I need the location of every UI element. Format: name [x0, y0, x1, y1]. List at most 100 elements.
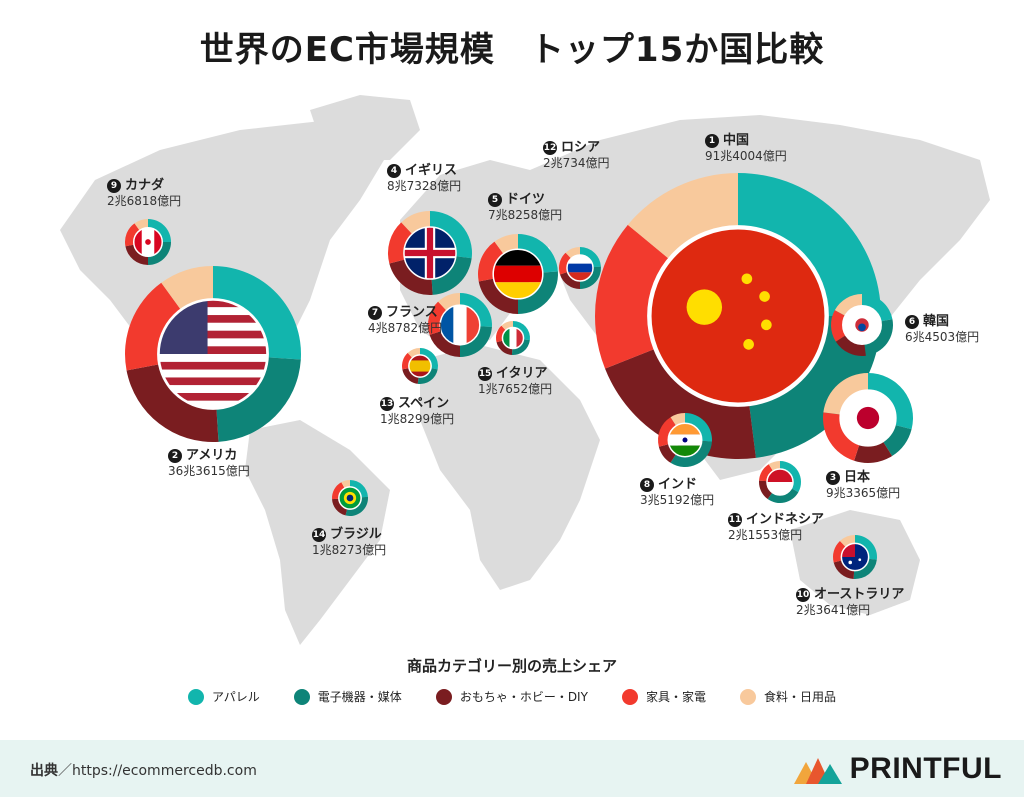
- donut-slice-3-food: [823, 373, 868, 415]
- country-name: 5 ドイツ: [488, 192, 562, 208]
- flag-ring: [647, 225, 829, 407]
- legend-title: 商品カテゴリー別の売上シェア: [406, 657, 617, 675]
- flag-ring: [667, 422, 703, 458]
- donut-slice-10-electronics: [853, 558, 877, 579]
- rank-badge: 9: [107, 179, 121, 194]
- donut-slice-1-apparel: [738, 173, 881, 316]
- donut-slice-7-food: [438, 293, 460, 311]
- donut-slice-7-toys: [429, 331, 460, 357]
- donut-slice-6-electronics: [864, 319, 893, 356]
- donut-slice-8-furniture: [658, 417, 677, 447]
- donut-slice-15-electronics: [511, 339, 530, 356]
- donut-slice-15-food: [501, 321, 513, 331]
- country-name: 1 中国: [705, 133, 787, 149]
- footer: 出典／https://ecommercedb.com PRINTFUL: [0, 740, 1024, 797]
- country-label-2: 2 アメリカ 36兆3615億円: [168, 448, 250, 479]
- flag-ring: [439, 304, 481, 346]
- legend-item-furniture: 家具・家電: [621, 688, 706, 705]
- rank-badge: 13: [380, 397, 394, 412]
- rank-badge: 15: [478, 367, 492, 382]
- donut-4: [388, 211, 472, 295]
- donut-slice-11-electronics: [767, 488, 799, 503]
- source-url[interactable]: https://ecommercedb.com: [72, 763, 257, 779]
- donut-slice-4-furniture: [388, 222, 413, 264]
- donut-11: [759, 461, 801, 503]
- donut-slice-12-apparel: [580, 247, 601, 268]
- donut-slice-13-furniture: [401, 352, 413, 370]
- country-label-4: 4 イギリス 8兆7328億円: [387, 163, 461, 194]
- donut-slice-2-furniture: [125, 282, 181, 371]
- market-size-value: 6兆4503億円: [905, 330, 980, 345]
- country-name: 3 日本: [826, 470, 900, 486]
- donut-slice-10-apparel: [855, 535, 878, 560]
- donut-slice-8-toys: [658, 444, 677, 463]
- country-donuts: [125, 173, 913, 579]
- country-label-3: 3 日本 9兆3365億円: [826, 470, 900, 501]
- flag-ring: [132, 226, 164, 258]
- brand-name: PRINTFUL: [849, 752, 1002, 785]
- donut-slice-7-furniture: [427, 301, 447, 335]
- donut-slice-10-food: [839, 534, 855, 548]
- donut-slice-13-toys: [402, 368, 419, 384]
- country-name-text: 韓国: [923, 314, 950, 329]
- donut-slice-12-electronics: [580, 266, 601, 289]
- flag-icon-15: [502, 327, 524, 349]
- country-label-12: 12 ロシア 2兆734億円: [543, 140, 610, 171]
- donut-slice-2-toys: [126, 364, 219, 442]
- legend-swatch-food: [739, 688, 756, 705]
- flag-icon-10: [841, 543, 869, 571]
- legend-item-toys: おもちゃ・ホビー・DIY: [435, 688, 588, 705]
- country-label-6: 6 韓国 6兆4503億円: [905, 314, 979, 345]
- donut-slice-5-food: [494, 234, 518, 254]
- donut-slice-4-electronics: [431, 256, 472, 295]
- donut-slice-2-food: [161, 266, 213, 310]
- donut-slice-4-food: [401, 211, 430, 235]
- flag-icon-5: [493, 249, 543, 299]
- legend-label-apparel: アパレル: [212, 690, 260, 704]
- rank-badge: 14: [312, 528, 326, 543]
- donut-slice-6-furniture: [830, 310, 846, 342]
- country-name: 2 アメリカ: [168, 448, 250, 464]
- country-name-text: 中国: [723, 133, 750, 148]
- flag-icon-3: [840, 390, 896, 446]
- donut-7: [427, 293, 492, 357]
- page-title: 世界のEC市場規模 トップ15か国比較: [199, 30, 825, 70]
- legend-item-electronics: 電子機器・媒体: [293, 688, 402, 705]
- country-name: 8 インド: [640, 477, 714, 493]
- country-name-text: 日本: [844, 470, 871, 485]
- donut-slice-9-furniture: [125, 223, 140, 247]
- country-name: 7 フランス: [368, 305, 442, 321]
- africa-landmass: [420, 345, 600, 590]
- donut-slice-7-electronics: [460, 326, 492, 357]
- donut-1: [594, 173, 881, 459]
- market-size-value: 2兆734億円: [543, 156, 610, 171]
- country-label-9: 9 カナダ 2兆6818億円: [107, 178, 181, 209]
- flag-icon-1: [649, 227, 827, 405]
- donut-slice-5-toys: [478, 278, 518, 314]
- country-label-8: 8 インド 3兆5192億円: [640, 477, 714, 508]
- country-name-text: スペイン: [398, 396, 450, 411]
- donut-slice-8-electronics: [670, 441, 712, 468]
- donut-slice-5-electronics: [518, 271, 558, 314]
- flag-ring: [492, 248, 544, 300]
- rank-badge: 2: [168, 449, 182, 464]
- country-name-text: オーストラリア: [814, 587, 905, 602]
- donut-slice-12-food: [565, 247, 580, 259]
- country-name: 6 韓国: [905, 314, 979, 330]
- country-name-text: ロシア: [561, 140, 601, 155]
- donut-slice-14-food: [341, 480, 350, 489]
- flag-ring: [338, 486, 362, 510]
- donut-slice-10-furniture: [833, 540, 846, 563]
- country-name-text: フランス: [386, 305, 438, 320]
- country-name-text: カナダ: [125, 178, 165, 193]
- flag-ring: [501, 326, 525, 350]
- donut-slice-8-food: [670, 412, 685, 426]
- printful-logo: PRINTFUL: [793, 752, 1002, 786]
- country-name-text: ドイツ: [506, 192, 546, 207]
- donut-slice-2-apparel: [213, 266, 301, 360]
- flag-ring: [839, 389, 897, 447]
- donut-slice-4-toys: [389, 259, 433, 295]
- donut-slice-12-toys: [560, 272, 580, 289]
- flag-icon-9: [133, 227, 163, 257]
